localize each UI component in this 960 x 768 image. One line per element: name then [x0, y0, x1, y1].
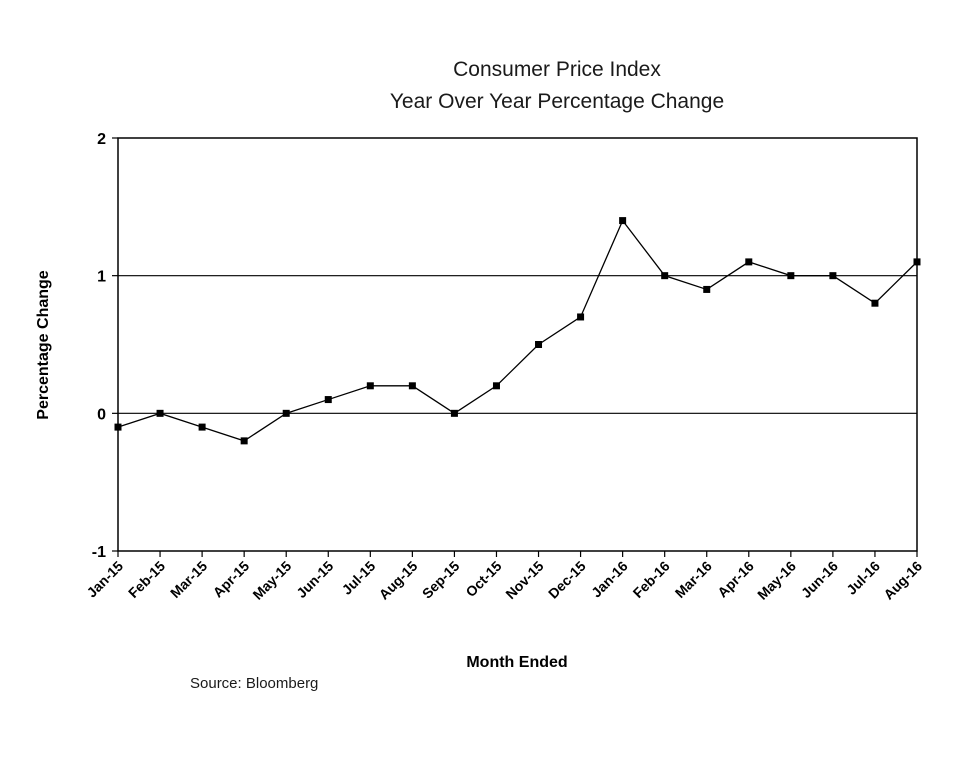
y-tick-label: -1 — [92, 544, 106, 561]
x-tick-label: Oct-15 — [462, 558, 504, 600]
chart-title: Consumer Price Index — [453, 58, 661, 81]
x-tick-label: Feb-16 — [630, 558, 673, 601]
series-line — [117, 219, 918, 442]
x-tick-label: Jun-15 — [293, 558, 336, 601]
x-tick-label: Nov-15 — [502, 558, 546, 602]
data-point — [871, 299, 879, 307]
source-note: Source: Bloomberg — [190, 675, 318, 692]
y-tick-label: 0 — [97, 406, 106, 423]
x-tick-label: Jul-16 — [843, 558, 883, 598]
data-point — [450, 409, 458, 417]
x-tick-label: Sep-15 — [419, 558, 463, 602]
data-point — [703, 285, 711, 293]
x-tick-label: Aug-16 — [880, 558, 925, 603]
x-tick-label: Apr-15 — [210, 558, 253, 601]
x-tick-label: Apr-16 — [714, 558, 757, 601]
data-point — [156, 409, 164, 417]
x-tick-label: Aug-15 — [376, 558, 421, 603]
data-point — [366, 382, 374, 390]
x-tick-label: Jul-15 — [339, 558, 379, 598]
data-point — [198, 423, 206, 431]
y-tick-label: 1 — [97, 269, 106, 286]
data-point — [408, 382, 416, 390]
x-tick-label: May-16 — [754, 558, 799, 603]
x-tick-label: Dec-15 — [545, 558, 589, 602]
x-axis-label: Month Ended — [466, 654, 567, 671]
data-point — [282, 409, 290, 417]
chart-subtitle: Year Over Year Percentage Change — [390, 90, 724, 113]
data-point — [619, 217, 627, 225]
y-axis-label: Percentage Change — [35, 270, 52, 419]
plot-area-frame — [117, 137, 918, 552]
data-point — [535, 341, 543, 348]
data-point — [324, 396, 332, 404]
x-tick-label: Jan-15 — [83, 558, 126, 601]
x-tick-label: May-15 — [249, 558, 294, 603]
x-tick-label: Mar-15 — [167, 558, 210, 601]
data-point — [787, 272, 795, 280]
data-point — [829, 272, 837, 280]
x-tick-label: Mar-16 — [672, 558, 715, 601]
data-point — [577, 313, 585, 321]
data-point — [240, 437, 248, 445]
data-point — [661, 272, 669, 280]
y-tick-label: 2 — [97, 131, 106, 148]
data-point — [114, 423, 122, 431]
data-point — [492, 382, 500, 390]
x-tick-label: Jan-16 — [588, 558, 631, 601]
x-tick-label: Feb-15 — [125, 558, 168, 601]
x-tick-label: Jun-16 — [798, 558, 841, 601]
data-point — [913, 258, 921, 266]
data-point — [745, 258, 753, 266]
